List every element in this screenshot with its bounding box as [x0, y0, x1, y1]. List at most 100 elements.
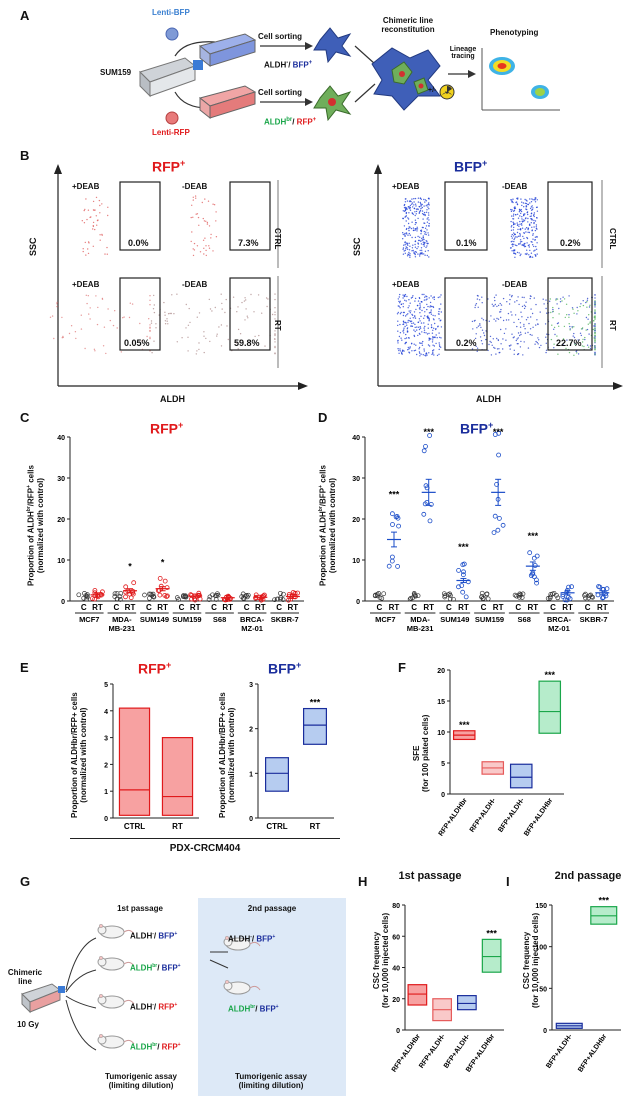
flow-dot	[416, 226, 418, 228]
flow-dot	[523, 304, 526, 306]
flow-dot	[192, 248, 194, 250]
flow-dot	[149, 337, 151, 340]
flow-dot	[114, 310, 116, 312]
control-point	[280, 597, 286, 602]
x-tick-label: RT	[157, 603, 168, 612]
dish-rfp-icon	[198, 85, 257, 120]
flow-dot	[507, 312, 510, 315]
flow-dot	[423, 306, 425, 309]
flow-dot	[410, 325, 412, 327]
significance-stars: ***	[459, 720, 470, 730]
flow-dot	[209, 340, 211, 343]
flow-dot	[404, 325, 406, 328]
flow-dot	[488, 320, 490, 322]
rt-point	[123, 589, 129, 595]
rt-point	[421, 448, 427, 454]
flow-dot	[594, 332, 596, 335]
flow-dot	[424, 199, 427, 201]
flow-dot	[471, 320, 474, 323]
flow-dot	[525, 231, 527, 233]
rt-point	[459, 583, 465, 589]
flow-dot	[517, 197, 519, 199]
flow-dot	[510, 241, 512, 243]
x-tick-label: C	[244, 603, 250, 612]
flow-dot	[87, 295, 90, 297]
flow-dot	[409, 312, 411, 314]
flow-dot	[207, 200, 210, 202]
flow-dot	[416, 326, 418, 328]
flow-dot	[416, 247, 418, 250]
flow-dot	[528, 322, 530, 325]
rt-point	[226, 594, 232, 600]
flow-dot	[586, 328, 589, 331]
flow-dot	[549, 298, 551, 300]
flow-dot	[407, 234, 409, 236]
flow-dot	[422, 243, 424, 246]
flow-dot	[497, 339, 500, 342]
flow-dot	[502, 338, 504, 340]
flow-dot	[435, 328, 437, 330]
flow-dot	[594, 300, 596, 302]
flow-dot	[414, 223, 416, 226]
flow-dot	[532, 326, 534, 328]
flow-dot	[519, 228, 522, 231]
rfp-rt-minus-deab: -DEAB	[182, 280, 208, 289]
flow-dot	[398, 296, 400, 298]
flow-dot	[521, 240, 523, 243]
flow-dot	[208, 245, 210, 247]
flow-dot	[510, 226, 512, 228]
significance-stars: ***	[458, 542, 469, 552]
flow-dot	[239, 339, 241, 341]
flow-dot	[408, 310, 410, 312]
flow-dot	[566, 314, 568, 316]
flow-dot	[89, 307, 91, 309]
rt-point	[529, 571, 535, 577]
control-point	[583, 595, 588, 601]
flow-dot	[512, 198, 514, 200]
mouse-ear	[224, 979, 230, 985]
flow-dot	[527, 203, 529, 206]
flow-dot	[192, 196, 194, 198]
flow-dot	[398, 300, 400, 303]
flow-dot	[409, 302, 411, 304]
flow-dot	[417, 334, 419, 337]
chart-f-ylabel: SFE (for 100 plated cells)	[412, 714, 430, 792]
flow-dot	[533, 245, 535, 248]
control-point	[275, 596, 280, 602]
mouse-tail	[249, 985, 261, 991]
flow-dot	[519, 331, 522, 333]
flow-dot	[513, 321, 515, 324]
flow-dot	[425, 205, 427, 207]
control-point	[554, 592, 559, 598]
flow-dot	[516, 231, 519, 234]
flow-dot	[109, 319, 112, 322]
flow-dot	[524, 328, 526, 330]
flow-dot	[533, 199, 536, 201]
x-tick-label: C	[411, 603, 417, 612]
rt-point	[596, 584, 602, 589]
flow-dot	[433, 296, 435, 298]
flow-dot	[545, 299, 547, 301]
flow-dot	[405, 300, 407, 302]
flow-dot	[594, 328, 596, 330]
flow-dot	[51, 315, 54, 317]
flow-dot	[205, 254, 207, 257]
flow-dot	[479, 323, 481, 325]
flow-dot	[594, 325, 596, 327]
flow-dot	[123, 316, 125, 318]
flow-dot	[531, 198, 533, 200]
source-label: SUM159	[100, 68, 132, 77]
flow-dot	[543, 303, 545, 305]
flow-dot	[244, 297, 246, 299]
control-point	[445, 592, 451, 598]
flow-dot	[421, 210, 424, 212]
flow-dot	[512, 201, 514, 204]
x-tick-label: C	[585, 603, 591, 612]
flow-dot	[512, 218, 514, 220]
flow-dot	[257, 294, 260, 296]
mouse-ear	[98, 955, 104, 961]
flow-dot	[416, 353, 418, 356]
flow-dot	[402, 294, 404, 296]
flow-dot	[520, 253, 522, 255]
flow-dot	[439, 296, 441, 298]
